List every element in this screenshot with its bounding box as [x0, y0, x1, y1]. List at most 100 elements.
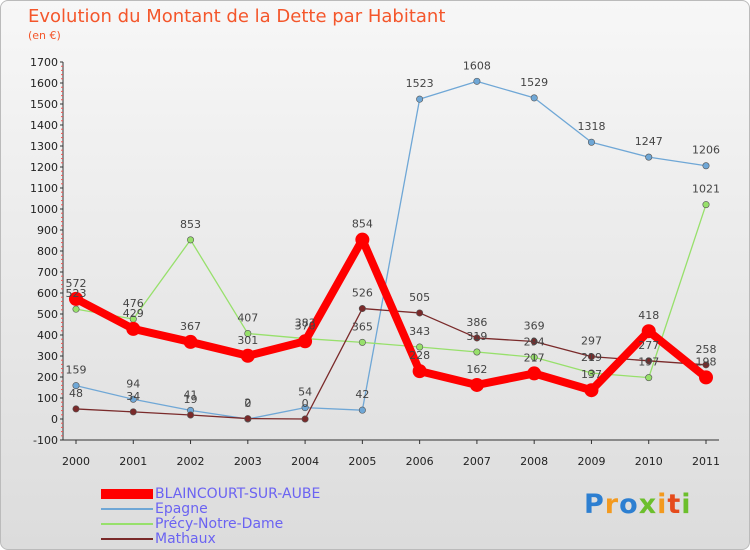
data-label: 369 — [524, 320, 545, 333]
data-point — [187, 236, 195, 244]
data-label: 197 — [638, 356, 659, 369]
data-label: 343 — [409, 325, 430, 338]
data-label: 407 — [237, 312, 258, 325]
y-tick-label: 300 — [37, 350, 58, 363]
y-tick-label: 100 — [37, 392, 58, 405]
data-label: 48 — [69, 387, 83, 400]
data-point — [530, 338, 538, 346]
data-label: 418 — [638, 309, 659, 322]
data-label: 476 — [123, 297, 144, 310]
data-label: 0 — [244, 397, 251, 410]
data-label: 277 — [638, 339, 659, 352]
data-point — [129, 408, 137, 416]
data-point — [355, 232, 370, 247]
y-tick-label: 1300 — [30, 140, 58, 153]
y-tick-label: 1400 — [30, 119, 58, 132]
data-point — [358, 406, 366, 414]
data-point — [473, 334, 481, 342]
data-label: 319 — [466, 330, 487, 343]
data-label: 526 — [352, 287, 373, 300]
data-label: 523 — [66, 287, 87, 300]
y-tick-label: 700 — [37, 266, 58, 279]
data-label: 41 — [184, 388, 198, 401]
data-point — [641, 324, 656, 339]
data-point — [412, 364, 427, 379]
series-line-Epagne — [75, 80, 707, 420]
data-point — [183, 334, 198, 349]
chart-subtitle: (en €) — [28, 29, 61, 42]
series-line-Précy-Notre-Dame — [75, 203, 707, 379]
x-tick-label: 2008 — [520, 455, 548, 468]
data-label: 258 — [696, 343, 717, 356]
data-label: 19 — [184, 393, 198, 406]
data-label: 1206 — [692, 144, 720, 157]
legend-swatch — [101, 508, 153, 510]
data-label: 2 — [244, 397, 251, 410]
data-point — [129, 395, 137, 403]
proxiti-logo: Proxiti — [584, 489, 692, 520]
y-tick-label: 900 — [37, 224, 58, 237]
y-tick-label: 800 — [37, 245, 58, 258]
data-label: 301 — [237, 334, 258, 347]
data-label: 54 — [298, 386, 312, 399]
data-label: 159 — [66, 364, 87, 377]
data-label: 294 — [524, 335, 545, 348]
x-tick-label: 2002 — [177, 455, 205, 468]
data-label: 429 — [123, 307, 144, 320]
data-point — [587, 353, 595, 361]
data-point — [473, 77, 481, 85]
x-tick-label: 2005 — [348, 455, 376, 468]
data-label: 1529 — [520, 76, 548, 89]
data-point — [469, 377, 484, 392]
data-point — [530, 353, 538, 361]
data-label: 0 — [302, 397, 309, 410]
y-tick-label: 1200 — [30, 161, 58, 174]
x-tick-label: 2009 — [577, 455, 605, 468]
y-tick-label: 1100 — [30, 182, 58, 195]
data-point — [298, 334, 313, 349]
data-point — [416, 95, 424, 103]
x-tick-label: 2001 — [119, 455, 147, 468]
x-tick-label: 2011 — [692, 455, 720, 468]
data-point — [473, 348, 481, 356]
x-tick-label: 2010 — [635, 455, 663, 468]
data-point — [301, 415, 309, 423]
data-point — [527, 366, 542, 381]
data-point — [587, 138, 595, 146]
data-point — [72, 405, 80, 413]
y-tick-label: 400 — [37, 329, 58, 342]
data-point — [587, 369, 595, 377]
data-label: 370 — [295, 319, 316, 332]
data-point — [72, 382, 80, 390]
data-point — [645, 374, 653, 382]
data-point — [240, 348, 255, 363]
y-tick-label: 1700 — [30, 56, 58, 69]
data-point — [530, 94, 538, 102]
data-label: 1318 — [577, 120, 605, 133]
y-tick-label: 1000 — [30, 203, 58, 216]
x-tick-label: 2007 — [463, 455, 491, 468]
data-point — [645, 357, 653, 365]
x-tick-label: 2004 — [291, 455, 319, 468]
data-point — [244, 330, 252, 338]
data-label: 854 — [352, 218, 373, 231]
y-tick-label: 1600 — [30, 77, 58, 90]
data-point — [126, 321, 141, 336]
y-tick-label: 200 — [37, 371, 58, 384]
data-point — [702, 201, 710, 209]
data-label: 217 — [524, 351, 545, 364]
y-tick-label: 500 — [37, 308, 58, 321]
chart-title: Evolution du Montant de la Dette par Hab… — [28, 6, 446, 27]
y-tick-label: 0 — [51, 413, 58, 426]
x-tick-label: 2003 — [234, 455, 262, 468]
data-label: 365 — [352, 320, 373, 333]
legend-label: Epagne — [155, 501, 208, 517]
data-point — [702, 361, 710, 369]
data-label: 386 — [466, 316, 487, 329]
x-tick-label: 2006 — [406, 455, 434, 468]
data-point — [416, 309, 424, 317]
data-label: 137 — [581, 368, 602, 381]
data-label: 94 — [126, 377, 140, 390]
